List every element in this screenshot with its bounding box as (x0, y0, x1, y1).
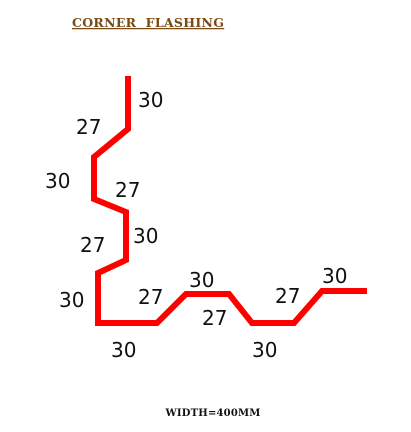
dimension-label: 30 (322, 264, 347, 288)
dimension-label: 30 (133, 224, 158, 248)
flashing-profile-line (91, 76, 367, 326)
dimension-label: 30 (138, 88, 163, 112)
dimension-label: 30 (189, 268, 214, 292)
dimension-label: 30 (45, 169, 70, 193)
dimension-label: 27 (80, 233, 105, 257)
dimension-label: 27 (76, 115, 101, 139)
width-note: WIDTH=400MM (164, 408, 260, 419)
dimension-label: 30 (59, 288, 84, 312)
dimension-label: 27 (275, 284, 300, 308)
dimension-label: 27 (138, 285, 163, 309)
dimension-label: 30 (252, 338, 277, 362)
dimension-label: 27 (115, 178, 140, 202)
drawing-title: CORNER FLASHING (72, 15, 224, 30)
dimension-label: 27 (202, 306, 227, 330)
dimension-label: 30 (111, 338, 136, 362)
